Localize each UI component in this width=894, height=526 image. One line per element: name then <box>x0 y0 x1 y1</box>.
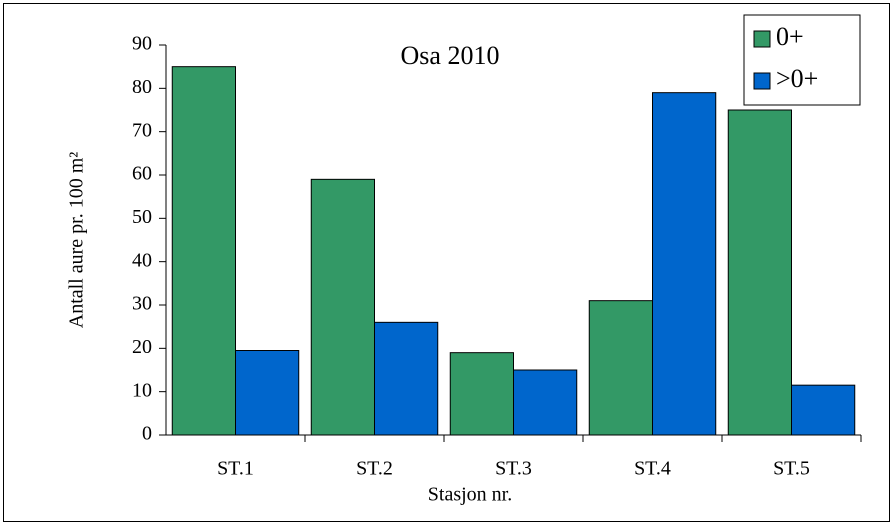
bar <box>588 300 654 436</box>
y-axis-label: Antall aure pr. 100 m² <box>66 152 88 329</box>
x-axis-label: Stasjon nr. <box>428 484 512 506</box>
y-tick-label: 10 <box>132 379 152 401</box>
y-tick-label: 90 <box>132 33 152 55</box>
bar <box>310 178 376 436</box>
bar <box>374 321 439 436</box>
y-tick-label: 60 <box>132 163 152 185</box>
y-tick-label: 0 <box>142 423 152 445</box>
chart-title: Osa 2010 <box>401 41 500 70</box>
y-tick-label: 40 <box>132 249 152 271</box>
y-tick-label: 80 <box>132 76 152 98</box>
bar <box>449 352 515 436</box>
bar <box>652 92 717 436</box>
y-tick-label: 50 <box>132 206 152 228</box>
legend-swatch <box>753 30 771 48</box>
y-tick-label: 30 <box>132 293 152 315</box>
bar <box>791 384 856 436</box>
y-tick-label: 70 <box>132 119 152 141</box>
bar <box>727 109 793 436</box>
x-tick-label: ST.2 <box>356 458 393 480</box>
legend-box <box>743 14 861 106</box>
legend-label: >0+ <box>776 64 818 93</box>
bar <box>171 66 237 436</box>
x-tick-label: ST.1 <box>217 458 254 480</box>
legend-label: 0+ <box>776 22 804 51</box>
x-tick-label: ST.4 <box>634 458 671 480</box>
x-tick-label: ST.3 <box>495 458 532 480</box>
bar <box>513 369 578 436</box>
legend-swatch <box>753 72 771 90</box>
bar <box>235 350 300 436</box>
x-tick-label: ST.5 <box>773 458 810 480</box>
y-tick-label: 20 <box>132 336 152 358</box>
